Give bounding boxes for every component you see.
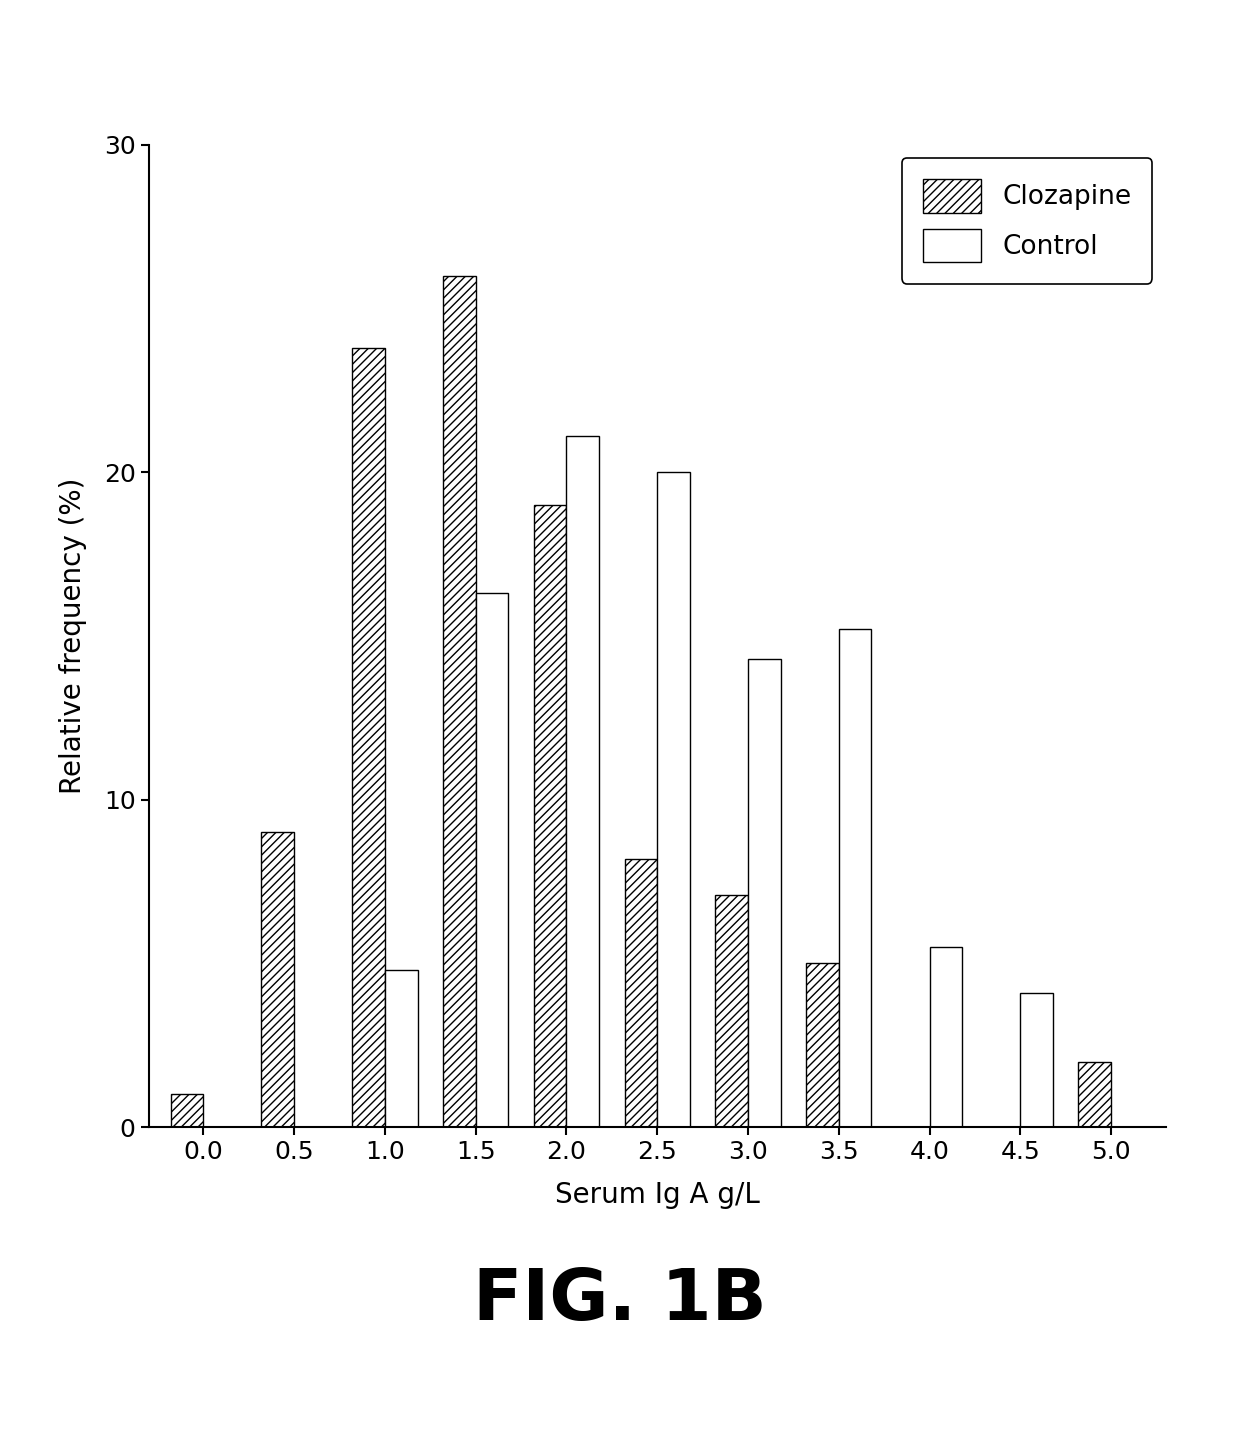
Bar [533,504,567,1127]
Bar [625,858,657,1127]
Bar [384,970,418,1127]
Bar [838,629,872,1127]
Bar [171,1094,203,1127]
Bar [1079,1062,1111,1127]
Bar [476,594,508,1127]
Bar [715,894,748,1127]
Legend: Clozapine, Control: Clozapine, Control [901,158,1152,283]
Bar [352,348,384,1127]
Bar [443,276,476,1127]
Bar [262,832,294,1127]
Bar [1021,993,1053,1127]
Bar [657,473,689,1127]
X-axis label: Serum Ig A g/L: Serum Ig A g/L [554,1181,760,1209]
Bar [806,964,838,1127]
Text: FIG. 1B: FIG. 1B [474,1266,766,1335]
Y-axis label: Relative frequency (%): Relative frequency (%) [60,478,87,793]
Bar [567,436,599,1127]
Bar [748,659,781,1127]
Bar [930,946,962,1127]
